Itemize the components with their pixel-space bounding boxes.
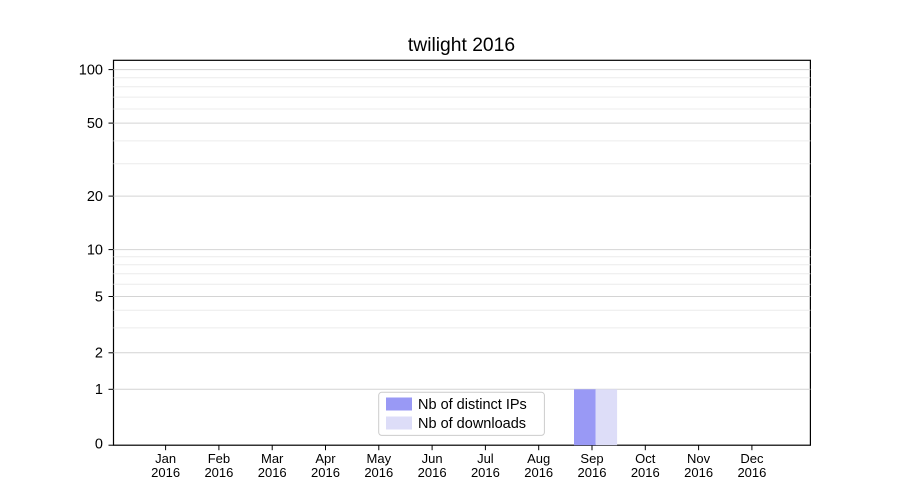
svg-text:May: May [367,451,392,466]
svg-text:Oct: Oct [635,451,656,466]
svg-text:Aug: Aug [527,451,550,466]
svg-text:2016: 2016 [258,465,287,480]
svg-text:2: 2 [95,346,103,362]
svg-text:50: 50 [87,116,103,132]
svg-text:Mar: Mar [261,451,284,466]
svg-text:2016: 2016 [737,465,766,480]
svg-text:2016: 2016 [684,465,713,480]
svg-text:Apr: Apr [315,451,336,466]
svg-text:2016: 2016 [524,465,553,480]
svg-text:twilight 2016: twilight 2016 [408,35,515,56]
svg-text:Jul: Jul [477,451,494,466]
svg-text:2016: 2016 [631,465,660,480]
svg-text:20: 20 [87,189,103,205]
svg-text:2016: 2016 [151,465,180,480]
svg-text:0: 0 [95,437,103,453]
svg-text:Dec: Dec [740,451,764,466]
svg-text:2016: 2016 [204,465,233,480]
svg-text:Sep: Sep [580,451,603,466]
svg-text:Feb: Feb [208,451,230,466]
svg-text:Nov: Nov [687,451,711,466]
svg-text:Nb of downloads: Nb of downloads [418,416,526,432]
svg-text:2016: 2016 [364,465,393,480]
svg-text:Nb of distinct IPs: Nb of distinct IPs [418,397,527,413]
svg-text:2016: 2016 [418,465,447,480]
svg-text:Jan: Jan [155,451,176,466]
svg-text:5: 5 [95,290,103,306]
svg-text:Jun: Jun [422,451,443,466]
svg-text:10: 10 [87,243,103,259]
svg-text:2016: 2016 [578,465,607,480]
svg-text:2016: 2016 [311,465,340,480]
svg-text:2016: 2016 [471,465,500,480]
svg-text:100: 100 [79,63,103,79]
svg-text:1: 1 [95,382,103,398]
